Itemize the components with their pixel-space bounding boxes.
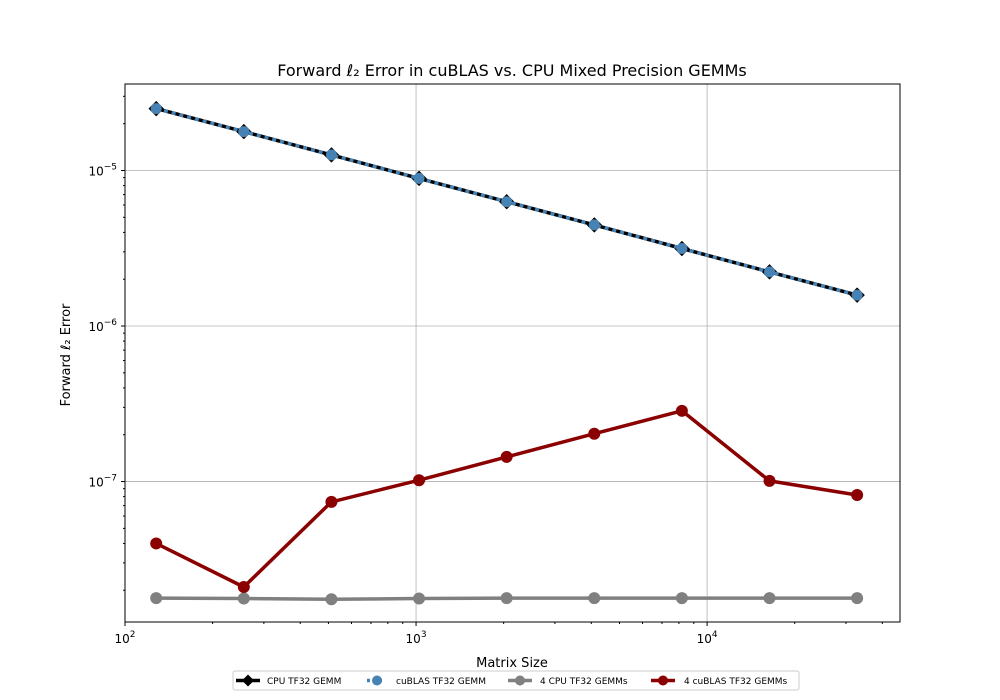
data-point — [763, 592, 776, 605]
legend-label: 4 cuBLAS TF32 GEMMs — [684, 677, 788, 687]
data-point — [150, 537, 163, 550]
data-point — [150, 103, 162, 115]
y-tick-label: 10−7 — [88, 474, 117, 490]
data-point — [413, 172, 425, 184]
legend-marker — [372, 675, 382, 686]
legend-marker — [242, 674, 254, 687]
series-1 — [150, 103, 863, 301]
data-point — [501, 196, 513, 208]
data-point — [588, 592, 601, 605]
series-2 — [150, 592, 864, 606]
ticks: 102 103 104 10−7 10−6 10−5 — [88, 95, 883, 646]
legend-label: 4 CPU TF32 GEMMs — [540, 677, 628, 687]
data-point — [675, 404, 688, 417]
y-tick-label: 10−6 — [88, 318, 117, 334]
data-point — [588, 219, 600, 231]
y-axis-label: Forward ℓ₂ Error — [59, 303, 74, 406]
data-point — [764, 266, 776, 278]
x-axis-label: Matrix Size — [476, 656, 548, 671]
legend: CPU TF32 GEMM cuBLAS TF32 GEMM 4 CPU TF32 … — [232, 670, 800, 691]
data-point — [237, 592, 250, 605]
data-point — [851, 488, 864, 501]
data-point — [150, 592, 163, 605]
data-point — [500, 450, 513, 463]
legend-entry: cuBLAS TF32 GEMM — [367, 675, 486, 687]
data-point — [500, 592, 513, 605]
legend-entry: 4 cuBLAS TF32 GEMMs — [651, 675, 788, 687]
data-point — [851, 289, 863, 301]
legend-label: CPU TF32 GEMM — [267, 677, 341, 687]
plot-frame — [124, 83, 901, 623]
legend-entry: 4 CPU TF32 GEMMs — [508, 675, 628, 687]
data-point — [588, 427, 601, 440]
legend-marker — [515, 675, 525, 686]
data-point — [325, 149, 337, 161]
legend-marker — [658, 675, 668, 686]
data-point — [675, 592, 688, 605]
data-point — [851, 592, 864, 605]
legend-entry: CPU TF32 GEMM — [236, 674, 341, 687]
data-point — [676, 243, 688, 255]
chart-title: Forward ℓ₂ Error in cuBLAS vs. CPU Mixed… — [277, 61, 747, 80]
data-point — [413, 474, 426, 487]
data-point — [325, 593, 338, 606]
series-layer — [148, 100, 865, 606]
data-point — [413, 592, 426, 605]
x-tick-label: 102 — [114, 630, 135, 646]
y-tick-label: 10−5 — [88, 163, 117, 179]
x-tick-label: 104 — [697, 630, 718, 646]
x-tick-label: 103 — [406, 630, 427, 646]
data-point — [238, 126, 250, 138]
data-point — [763, 474, 776, 487]
series-3 — [150, 404, 864, 593]
legend-label: cuBLAS TF32 GEMM — [396, 677, 486, 687]
data-point — [237, 580, 250, 593]
data-point — [325, 495, 338, 508]
